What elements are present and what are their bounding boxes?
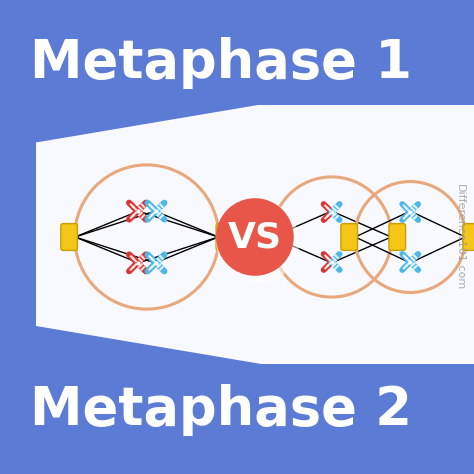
FancyBboxPatch shape [258, 224, 274, 250]
Text: Metaphase 1: Metaphase 1 [30, 37, 412, 89]
Polygon shape [36, 18, 474, 142]
FancyBboxPatch shape [389, 224, 406, 250]
FancyBboxPatch shape [463, 224, 474, 250]
Text: VS: VS [228, 220, 282, 254]
Text: Difference101.com: Difference101.com [455, 184, 465, 290]
Bar [36, 105, 474, 364]
Circle shape [216, 198, 294, 276]
Text: Metaphase 2: Metaphase 2 [30, 384, 412, 436]
Circle shape [216, 200, 299, 283]
Polygon shape [36, 327, 474, 456]
FancyBboxPatch shape [216, 224, 233, 250]
FancyBboxPatch shape [341, 224, 357, 250]
FancyBboxPatch shape [61, 224, 77, 250]
